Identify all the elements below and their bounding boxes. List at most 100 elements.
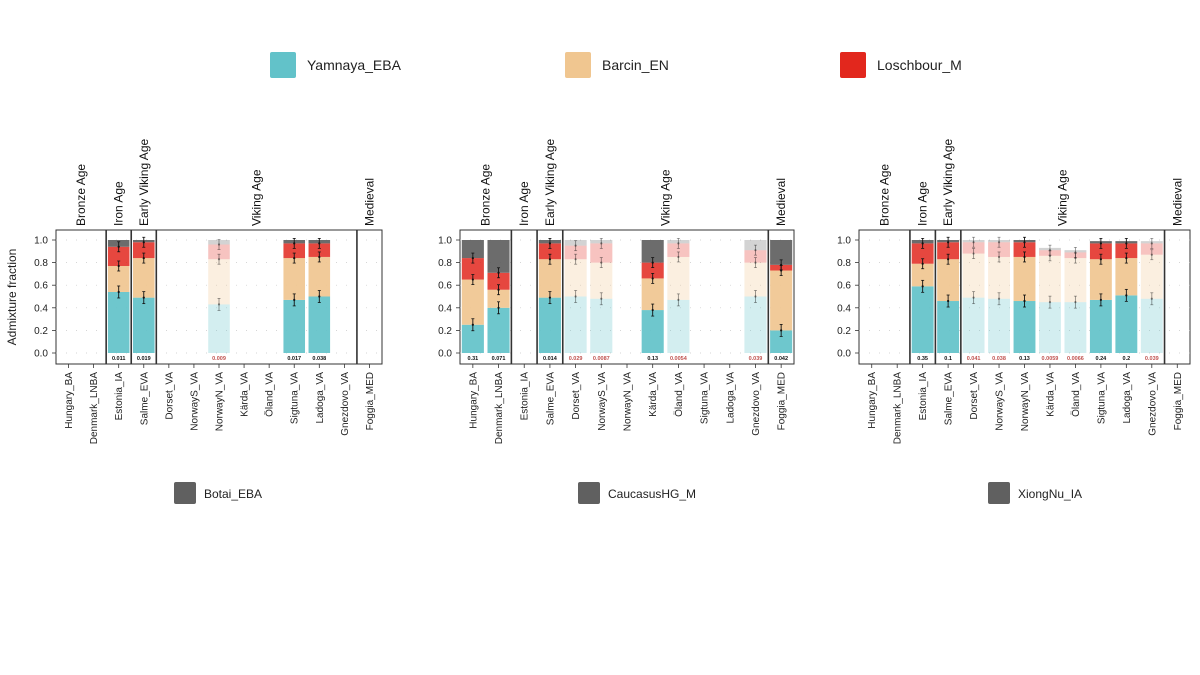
error-bar-point [318,242,321,245]
bar-segment-dorset-va-loschbour-m [564,245,587,260]
p-value-label: 0.039 [1145,356,1159,362]
bar-segment-gnezdovo-va-caucasushg-m [744,240,767,251]
error-bar-point [117,264,120,268]
error-bar-point [1023,299,1026,303]
error-bar-point [548,242,552,245]
x-tick-label-norways-va: NorwayS_VA [995,372,1006,431]
error-bar-point [217,243,221,246]
p-value-label: 0.0066 [1067,356,1084,362]
bar-segment-salme-eva-yamnaya-eba [132,297,155,353]
bar-segment-salme-eva-barcin-en [538,259,561,298]
legend-label-caucasushg-m: CaucasusHG_M [608,487,696,501]
bar-segment-karda-va-yamnaya-eba [641,310,664,353]
bar-segment-salme-eva-yamnaya-eba [937,301,960,353]
period-label-iron-age: Iron Age [112,181,126,226]
legend-swatch-barcin-en [565,52,591,78]
bar-segment-hungary-ba-caucasushg-m [461,240,484,259]
error-bar-point [1048,249,1052,252]
bar-segment-hungary-ba-barcin-en [461,279,484,325]
y-tick-label: 0.6 [837,281,851,292]
bar-segment-gnezdovo-va-xiongnu-ia [1140,241,1163,244]
legend-label-botai-eba: Botai_EBA [204,487,262,501]
x-tick-label-ladoga-va: Ladoga_VA [725,372,736,424]
bar-segment-estonia-ia-barcin-en [107,265,130,292]
bar-segment-oland-va-xiongnu-ia [1064,250,1087,253]
y-tick-label: 0.6 [438,281,452,292]
error-bar-point [1125,256,1128,260]
error-bar-point [497,288,500,291]
bar-segment-norwayn-va-botai-eba [208,240,230,245]
y-tick-label: 0.2 [438,326,452,337]
p-value-label: 0.038 [992,356,1006,362]
error-bar-point [1023,241,1026,244]
x-tick-label-hungary-ba: Hungary_BA [468,372,479,429]
error-bar-point [780,329,783,332]
error-bar-point [754,261,757,264]
error-bar-point [293,242,296,245]
bar-segment-karda-va-barcin-en [1039,255,1061,303]
bar-segment-oland-va-yamnaya-eba [1064,302,1087,353]
bar-segment-dorset-va-caucasushg-m [564,240,587,246]
x-tick-label-hungary-ba: Hungary_BA [64,372,75,429]
x-tick-label-norwayn-va: NorwayN_VA [1020,372,1031,432]
bar-segment-norways-va-barcin-en [590,262,613,299]
period-label-bronze-age: Bronze Age [479,164,493,226]
p-value-label: 0.011 [112,356,125,362]
error-bar-point [1074,251,1077,254]
bar-segment-norways-va-xiongnu-ia [988,240,1010,243]
x-tick-label-oland-va: Öland_VA [1070,372,1082,417]
period-label-early-viking-age: Early Viking Age [543,139,557,226]
bar-segment-norwayn-va-loschbour-m [208,244,230,260]
error-bar-point [754,249,757,252]
y-tick-label: 0.4 [438,303,452,314]
bar-segment-norways-va-caucasushg-m [590,240,613,244]
bar-segment-salme-eva-loschbour-m [937,242,960,260]
bar-segment-gnezdovo-va-loschbour-m [1140,243,1163,255]
x-tick-label-salme-eva: Salme_EVA [139,372,150,426]
top-legend: Yamnaya_EBA Barcin_EN Loschbour_M [270,52,962,78]
bar-segment-karda-va-caucasushg-m [641,240,664,263]
error-bar-point [677,255,680,259]
p-value-label: 0.24 [1096,356,1108,362]
bottom-legend: Botai_EBA CaucasusHG_M XiongNu_IA [174,482,1082,504]
error-bar-point [318,295,321,298]
error-bar-point [651,308,654,312]
bar-segment-estonia-ia-loschbour-m [911,243,934,264]
legend-swatch-botai-eba [174,482,196,504]
error-bar-point [972,241,975,244]
error-bar-point [677,242,680,245]
x-tick-label-norwayn-va: NorwayN_VA [623,372,634,432]
legend-swatch-yamnaya-eba [270,52,296,78]
error-bar-point [677,298,680,301]
bar-segment-norwayn-va-yamnaya-eba [1013,301,1036,353]
p-value-label: 0.1 [944,356,952,362]
period-label-early-viking-age: Early Viking Age [941,139,955,226]
error-bar-point [117,290,120,294]
error-bar-point [217,303,221,306]
x-tick-label-gnezdovo-va: Gnezdovo_VA [751,372,762,436]
x-tick-label-salme-eva: Salme_EVA [545,372,556,426]
bar-segment-norways-va-loschbour-m [590,243,613,263]
error-bar-point [293,298,296,301]
y-tick-label: 1.0 [34,236,48,247]
error-bar-point [600,297,603,300]
bar-segment-oland-va-caucasushg-m [667,240,690,244]
bar-segment-karda-va-barcin-en [641,278,664,311]
period-label-viking-age: Viking Age [250,169,264,226]
error-bar-point [997,255,1001,259]
bar-segment-norwayn-va-loschbour-m [1013,242,1036,257]
bar-segment-salme-eva-barcin-en [132,258,155,298]
bar-segment-dorset-va-yamnaya-eba [962,297,985,353]
error-bar-point [574,258,577,261]
error-bar-point [780,263,783,266]
error-bar-point [1125,294,1128,297]
bar-segment-karda-va-loschbour-m [1039,250,1061,256]
error-bar-point [651,261,654,264]
bar-segment-karda-va-xiongnu-ia [1039,247,1061,251]
x-tick-label-oland-va: Öland_VA [264,372,276,417]
x-tick-label-hungary-ba: Hungary_BA [867,372,878,429]
x-tick-label-gnezdovo-va: Gnezdovo_VA [340,372,351,436]
legend-swatch-caucasushg-m [578,482,600,504]
error-bar-point [497,306,500,309]
x-tick-label-norways-va: NorwayS_VA [597,372,608,431]
